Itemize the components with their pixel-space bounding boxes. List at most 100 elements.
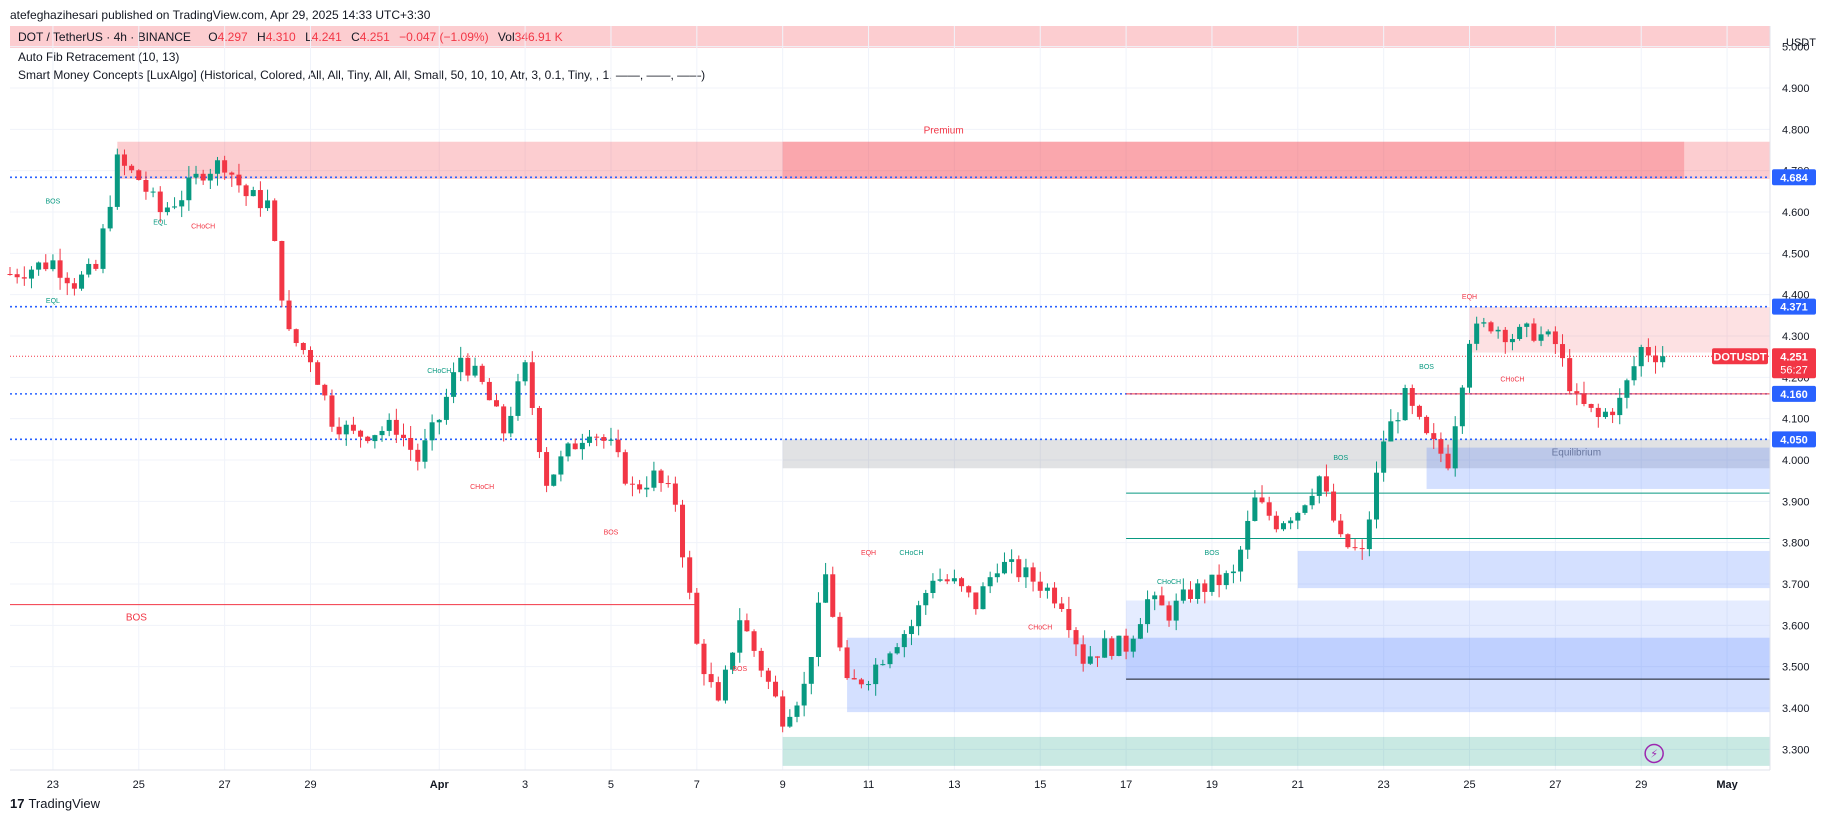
candle xyxy=(608,427,614,446)
candle-body xyxy=(458,357,464,373)
candle-body xyxy=(587,436,593,443)
candle-body xyxy=(1273,515,1279,530)
candle xyxy=(515,373,521,421)
symbol-label[interactable]: DOT / TetherUS · 4h · BINANCE xyxy=(18,30,191,44)
candle-body xyxy=(508,415,514,434)
candle xyxy=(1481,317,1487,328)
price-label-box xyxy=(1772,169,1816,186)
candle xyxy=(1660,346,1666,368)
candle xyxy=(1338,514,1344,538)
high-value: 4.310 xyxy=(265,30,296,44)
candle xyxy=(536,405,542,459)
x-tick-label: 29 xyxy=(304,779,316,790)
candle xyxy=(1195,579,1201,604)
candle-body xyxy=(773,681,779,697)
price-chart[interactable]: Premium Equilibrium BOS BOS EQL CHoCH EQL CHo… xyxy=(0,0,1835,790)
candle-body xyxy=(1223,573,1229,586)
candle-body xyxy=(901,634,907,648)
candle xyxy=(622,449,628,486)
y-tick-label: 3.400 xyxy=(1782,703,1810,715)
candle-body xyxy=(1560,344,1566,359)
candle xyxy=(744,613,750,632)
candle xyxy=(436,418,442,435)
indicator-smc[interactable]: Smart Money Concepts [LuxAlgo] (Historic… xyxy=(18,68,706,82)
candle-body xyxy=(687,557,693,593)
change-value: −0.047 (−1.09%) xyxy=(399,30,489,44)
countdown-label: 56:27 xyxy=(1780,364,1808,376)
candle-body xyxy=(851,678,857,680)
lightning-glyph-icon: ⚡ xyxy=(1650,748,1658,760)
candle-body xyxy=(916,605,922,627)
candle xyxy=(944,574,950,585)
price-label: 4.251 xyxy=(1780,351,1808,363)
candle-body xyxy=(50,260,56,270)
candle xyxy=(1159,586,1165,606)
candle-body xyxy=(1066,608,1072,631)
candle-body xyxy=(243,185,249,197)
candle-body xyxy=(1545,331,1551,335)
candle-body xyxy=(1073,630,1079,645)
candle xyxy=(1130,635,1136,658)
candle-body xyxy=(1445,453,1451,469)
volume-value: 346.91 K xyxy=(514,30,563,44)
candle-body xyxy=(207,173,213,181)
candle xyxy=(1016,555,1022,582)
candle xyxy=(966,585,972,598)
candle-body xyxy=(1438,439,1444,454)
y-tick-label: 3.300 xyxy=(1782,744,1810,756)
candle xyxy=(1009,549,1015,574)
zone-box xyxy=(1469,307,1770,353)
candle-body xyxy=(1595,407,1601,418)
candle-body xyxy=(1130,638,1136,652)
candle xyxy=(236,163,242,193)
structure-label: CHoCH xyxy=(427,368,451,375)
candle-body xyxy=(944,579,950,582)
candle xyxy=(429,414,435,451)
current-price-box xyxy=(1772,348,1816,379)
candle xyxy=(1352,539,1358,551)
price-label-box xyxy=(1772,385,1816,402)
candle xyxy=(880,659,886,666)
candle xyxy=(665,475,671,488)
candle xyxy=(1452,416,1458,477)
candle-body xyxy=(265,200,271,209)
candle-body xyxy=(651,470,657,488)
candle-body xyxy=(1195,583,1201,599)
candle xyxy=(708,662,714,688)
candle xyxy=(522,360,528,386)
candle-body xyxy=(479,365,485,382)
x-tick-label: 27 xyxy=(219,779,231,790)
candle-body xyxy=(300,343,306,351)
candle xyxy=(858,677,864,689)
candle xyxy=(1280,521,1286,532)
candle xyxy=(257,181,263,217)
candle xyxy=(1259,485,1265,504)
candle-body xyxy=(1567,358,1573,392)
candle-body xyxy=(1202,583,1208,592)
candle xyxy=(1288,517,1294,530)
y-tick-label: 4.100 xyxy=(1782,414,1810,426)
candle xyxy=(1030,562,1036,592)
x-tick-label: 21 xyxy=(1292,779,1304,790)
candle-body xyxy=(1023,567,1029,578)
open-value: 4.297 xyxy=(217,30,248,44)
candle-body xyxy=(615,439,621,453)
candle xyxy=(587,430,593,447)
candle-body xyxy=(193,173,199,178)
candle xyxy=(157,186,163,223)
candle xyxy=(379,426,385,442)
candle-body xyxy=(608,439,614,441)
y-tick-label: 3.900 xyxy=(1782,496,1810,508)
candle xyxy=(71,278,77,296)
y-tick-label: 4.300 xyxy=(1782,331,1810,343)
candle-body xyxy=(1610,411,1616,416)
candle xyxy=(451,362,457,404)
y-tick-label: 5.000 xyxy=(1782,42,1810,54)
candle xyxy=(1166,601,1172,627)
candle-body xyxy=(1624,380,1630,398)
candle-body xyxy=(1145,599,1151,625)
candle xyxy=(1574,383,1580,406)
candle xyxy=(1438,432,1444,463)
candle xyxy=(93,259,99,271)
candle xyxy=(207,168,213,190)
